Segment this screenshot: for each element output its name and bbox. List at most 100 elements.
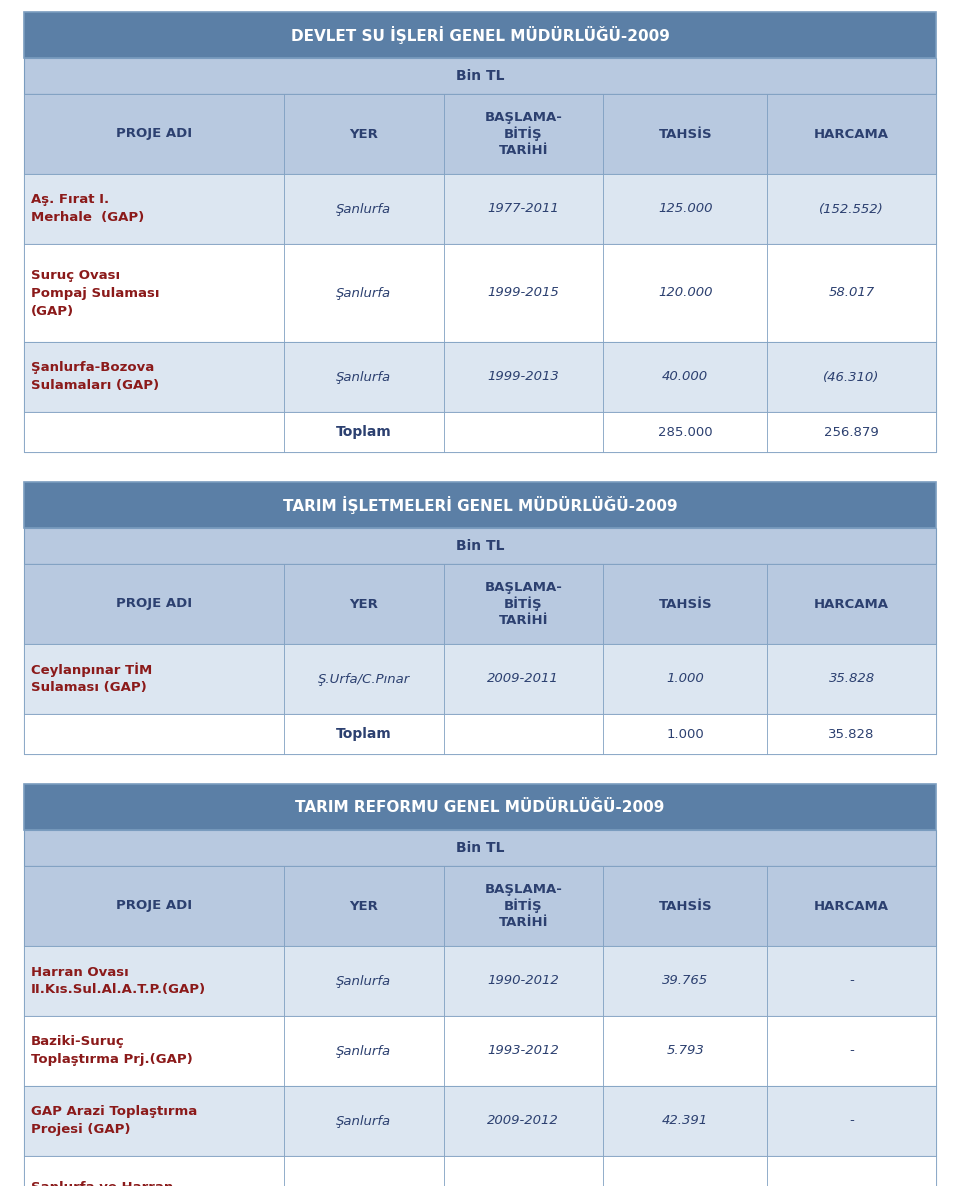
Text: II.Kıs.Sul.Al.A.T.P.(GAP): II.Kıs.Sul.Al.A.T.P.(GAP) (31, 983, 206, 996)
Text: Bin TL: Bin TL (456, 841, 504, 855)
Bar (24, 565, 284, 644)
Text: YER: YER (349, 128, 378, 140)
Text: Şanlurfa: Şanlurfa (336, 1115, 392, 1128)
Bar (24, 714, 936, 754)
Bar (444, 565, 603, 644)
Bar (24, 412, 936, 452)
Text: (GAP): (GAP) (31, 305, 74, 318)
Bar (284, 714, 444, 754)
Bar (603, 1086, 767, 1156)
Text: 1993-2012: 1993-2012 (488, 1045, 559, 1058)
Bar (444, 644, 603, 714)
Text: Ceylanpınar TİM: Ceylanpınar TİM (31, 663, 153, 677)
Bar (767, 946, 936, 1016)
Bar (444, 1156, 603, 1186)
Bar (24, 1016, 936, 1086)
Bar (24, 946, 936, 1016)
Bar (284, 946, 444, 1016)
Text: Sulaması (GAP): Sulaması (GAP) (31, 682, 147, 695)
Text: BAŞLAMA-: BAŞLAMA- (485, 111, 563, 125)
Bar (24, 342, 936, 412)
Text: Harran Ovası: Harran Ovası (31, 965, 129, 978)
Bar (444, 244, 603, 342)
Bar (603, 565, 767, 644)
Text: 5.793: 5.793 (666, 1045, 704, 1058)
Text: Şanlurfa: Şanlurfa (336, 287, 392, 300)
Bar (24, 482, 936, 528)
Bar (284, 244, 444, 342)
Bar (767, 94, 936, 174)
Bar (24, 644, 936, 714)
Text: 1.000: 1.000 (666, 672, 704, 686)
Text: YER: YER (349, 899, 378, 912)
Bar (24, 1156, 284, 1186)
Bar (284, 644, 444, 714)
Bar (24, 244, 936, 342)
Text: 285.000: 285.000 (658, 426, 712, 439)
Bar (24, 644, 284, 714)
Bar (24, 174, 284, 244)
Bar (444, 94, 603, 174)
Text: 58.017: 58.017 (828, 287, 875, 300)
Bar (444, 342, 603, 412)
Text: Baziki-Suruç: Baziki-Suruç (31, 1035, 125, 1048)
Text: BİTİŞ: BİTİŞ (504, 597, 542, 611)
Bar (603, 946, 767, 1016)
Text: TARIM İŞLETMELERİ GENEL MÜDÜRLÜĞÜ-2009: TARIM İŞLETMELERİ GENEL MÜDÜRLÜĞÜ-2009 (282, 496, 678, 514)
Bar (444, 174, 603, 244)
Text: -: - (850, 1045, 854, 1058)
Bar (24, 866, 284, 946)
Text: (46.310): (46.310) (824, 370, 879, 383)
Text: Toplaştırma Prj.(GAP): Toplaştırma Prj.(GAP) (31, 1053, 193, 1066)
Text: Merhale  (GAP): Merhale (GAP) (31, 211, 144, 224)
Bar (24, 342, 284, 412)
Text: BİTİŞ: BİTİŞ (504, 127, 542, 141)
Text: Ş.Urfa/C.Pınar: Ş.Urfa/C.Pınar (318, 672, 410, 686)
Bar (603, 244, 767, 342)
Bar (284, 1086, 444, 1156)
Bar (767, 412, 936, 452)
Bar (767, 342, 936, 412)
Text: -: - (850, 1115, 854, 1128)
Bar (603, 412, 767, 452)
Bar (24, 830, 936, 866)
Text: Projesi (GAP): Projesi (GAP) (31, 1123, 131, 1136)
Text: Toplam: Toplam (336, 727, 392, 741)
Bar (24, 58, 936, 94)
Bar (24, 784, 936, 830)
Text: 35.828: 35.828 (828, 727, 875, 740)
Bar (284, 565, 444, 644)
Bar (767, 174, 936, 244)
Bar (24, 412, 284, 452)
Bar (284, 866, 444, 946)
Bar (767, 244, 936, 342)
Text: TARİHİ: TARİHİ (498, 916, 548, 929)
Bar (603, 174, 767, 244)
Bar (24, 12, 936, 58)
Text: PROJE ADI: PROJE ADI (116, 598, 192, 611)
Text: 2009-2011: 2009-2011 (488, 672, 559, 686)
Text: (152.552): (152.552) (819, 203, 884, 216)
Bar (24, 244, 284, 342)
Bar (24, 866, 936, 946)
Bar (603, 342, 767, 412)
Bar (767, 1156, 936, 1186)
Text: TAHSİS: TAHSİS (659, 128, 712, 140)
Text: Bin TL: Bin TL (456, 538, 504, 553)
Text: HARCAMA: HARCAMA (814, 128, 889, 140)
Bar (24, 1016, 284, 1086)
Text: TAHSİS: TAHSİS (659, 598, 712, 611)
Text: Şanlurfa: Şanlurfa (336, 1045, 392, 1058)
Text: 1977-2011: 1977-2011 (488, 203, 559, 216)
Bar (284, 94, 444, 174)
Text: 120.000: 120.000 (658, 287, 712, 300)
Bar (767, 1016, 936, 1086)
Bar (767, 1086, 936, 1156)
Bar (24, 94, 284, 174)
Text: 35.828: 35.828 (828, 672, 875, 686)
Text: -: - (850, 975, 854, 988)
Bar (24, 565, 936, 644)
Text: BAŞLAMA-: BAŞLAMA- (485, 884, 563, 897)
Bar (767, 644, 936, 714)
Bar (284, 174, 444, 244)
